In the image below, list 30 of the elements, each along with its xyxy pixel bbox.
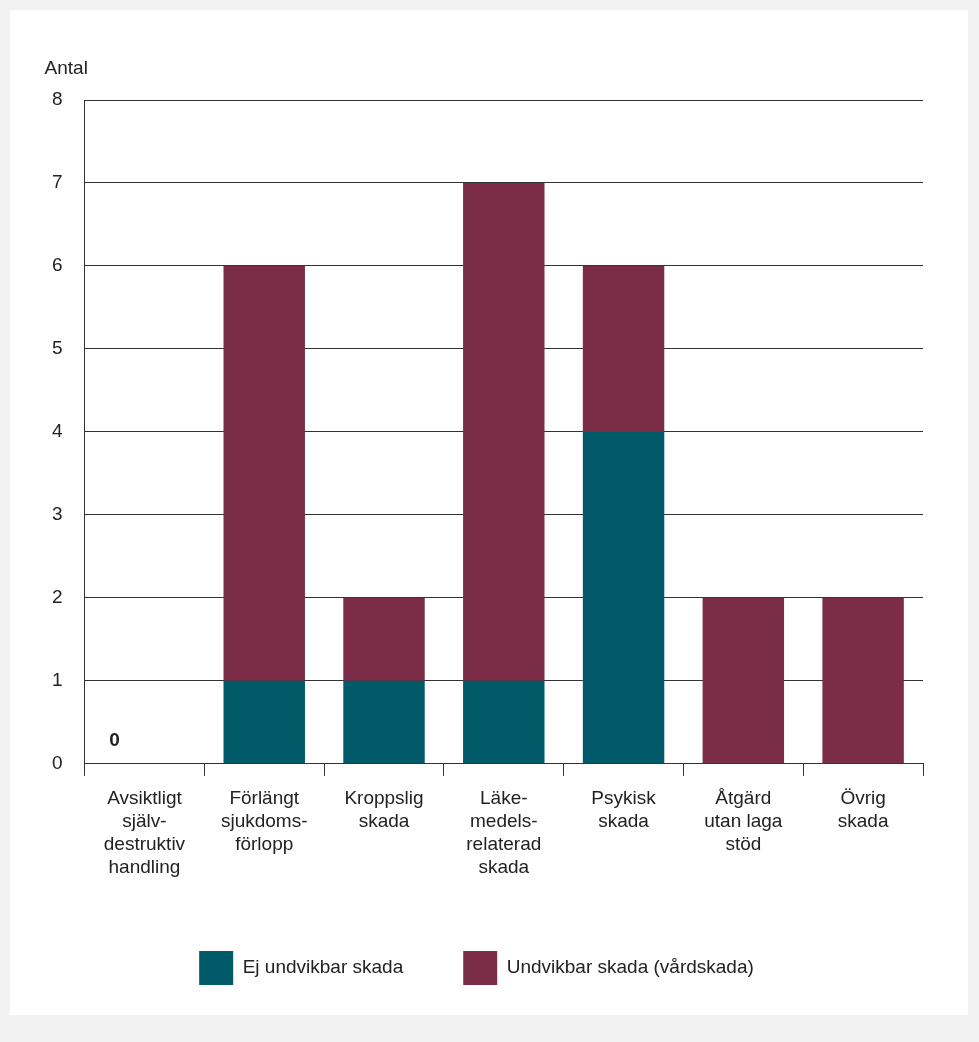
y-tick-label: 1 xyxy=(51,669,63,691)
y-axis-title: Antal xyxy=(44,56,88,78)
y-tick-label: 6 xyxy=(51,254,63,276)
y-tick-label: 3 xyxy=(51,503,63,525)
bar xyxy=(223,680,305,764)
y-tick-label: 5 xyxy=(51,337,63,359)
x-tick-label: Övrig skada xyxy=(837,787,889,832)
y-tick-label: 8 xyxy=(51,88,63,110)
bar xyxy=(582,431,665,764)
x-tick-label: Avsiktligt själv- destruktiv handling xyxy=(103,787,186,877)
bar xyxy=(582,265,665,432)
y-tick-label: 7 xyxy=(51,171,63,193)
y-tick-label: 2 xyxy=(51,586,63,608)
x-tick-label: Kroppslig skada xyxy=(344,787,424,832)
x-tick-label: Förlängt sjukdoms- förlopp xyxy=(220,787,308,855)
bar xyxy=(463,182,545,681)
x-tick-label: Läke- medels- relaterad skada xyxy=(466,787,542,877)
legend-label: Undvikbar skada (vårdskada) xyxy=(506,956,754,978)
bar xyxy=(343,597,425,681)
y-tick-label: 0 xyxy=(51,752,63,774)
bar xyxy=(343,680,425,764)
y-tick-label: 4 xyxy=(51,420,63,442)
bar xyxy=(463,680,545,764)
bar xyxy=(702,597,785,764)
x-tick-label: Åtgärd utan laga stöd xyxy=(704,787,783,855)
bar xyxy=(223,265,305,681)
legend-label: Ej undvikbar skada xyxy=(242,956,404,978)
annotation: 0 xyxy=(109,728,120,750)
x-tick-label: Psykisk skada xyxy=(591,787,657,832)
bar xyxy=(822,597,904,764)
